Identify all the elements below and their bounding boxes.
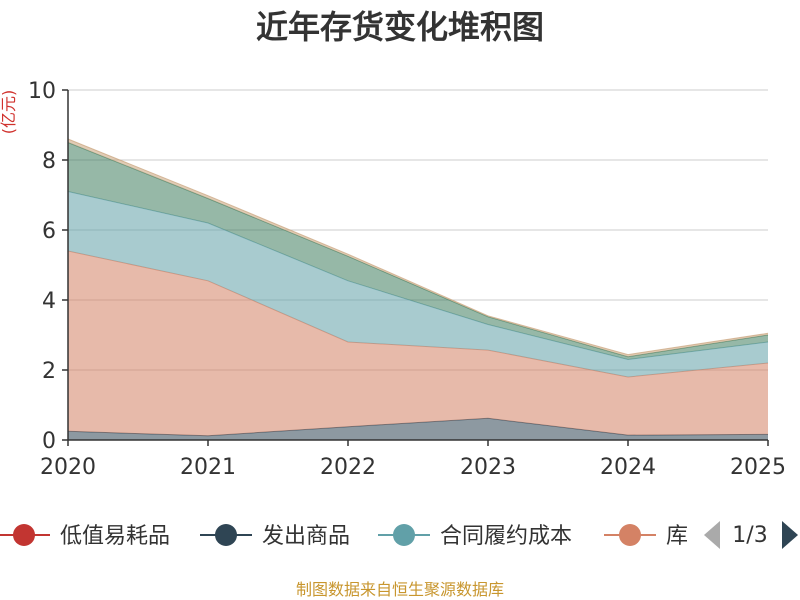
data-source-note: 制图数据来自恒生聚源数据库 <box>296 580 504 599</box>
prev-page-icon[interactable] <box>704 521 720 549</box>
legend-item[interactable]: 库 <box>604 524 688 549</box>
y-tick-label: 4 <box>42 289 56 314</box>
legend-marker-icon <box>215 524 237 546</box>
legend-item[interactable]: 合同履约成本 <box>378 524 572 549</box>
y-tick-label: 2 <box>42 359 56 384</box>
legend-item[interactable]: 发出商品 <box>200 524 350 549</box>
line-在产品 <box>67 138 769 356</box>
y-tick-label: 8 <box>42 149 56 174</box>
area-series <box>67 138 769 441</box>
next-page-icon[interactable] <box>782 521 798 549</box>
legend-page-indicator: 1/3 <box>732 523 767 548</box>
y-axis-unit-label: (亿元) <box>0 90 18 135</box>
legend-label: 库 <box>666 524 688 549</box>
area-库存商品 <box>68 251 768 436</box>
legend-label: 发出商品 <box>262 524 350 549</box>
legend-item[interactable]: 低值易耗品 <box>0 524 170 549</box>
x-tick-label: 2025 <box>730 455 786 480</box>
y-tick-label: 10 <box>28 79 56 104</box>
x-tick-label: 2024 <box>600 455 656 480</box>
y-tick-label: 0 <box>42 429 56 454</box>
x-tick-label: 2021 <box>180 455 236 480</box>
legend-marker-icon <box>619 524 641 546</box>
axes <box>67 90 769 446</box>
legend-marker-icon <box>13 524 35 546</box>
legend-label: 合同履约成本 <box>440 524 572 549</box>
x-tick-labels: 2020 2021 2022 2023 2024 2025 <box>40 455 786 480</box>
area-发出商品 <box>68 418 768 440</box>
x-tick-label: 2022 <box>320 455 376 480</box>
x-tick-label: 2023 <box>460 455 516 480</box>
y-tick-label: 6 <box>42 219 56 244</box>
legend-label: 低值易耗品 <box>60 524 170 549</box>
legend-pager: 1/3 <box>704 521 798 549</box>
chart-title: 近年存货变化堆积图 <box>256 8 544 46</box>
y-tick-labels: 0 2 4 6 8 10 <box>28 79 56 454</box>
legend: 低值易耗品 发出商品 合同履约成本 库 <box>0 524 688 549</box>
legend-marker-icon <box>393 524 415 546</box>
x-tick-label: 2020 <box>40 455 96 480</box>
